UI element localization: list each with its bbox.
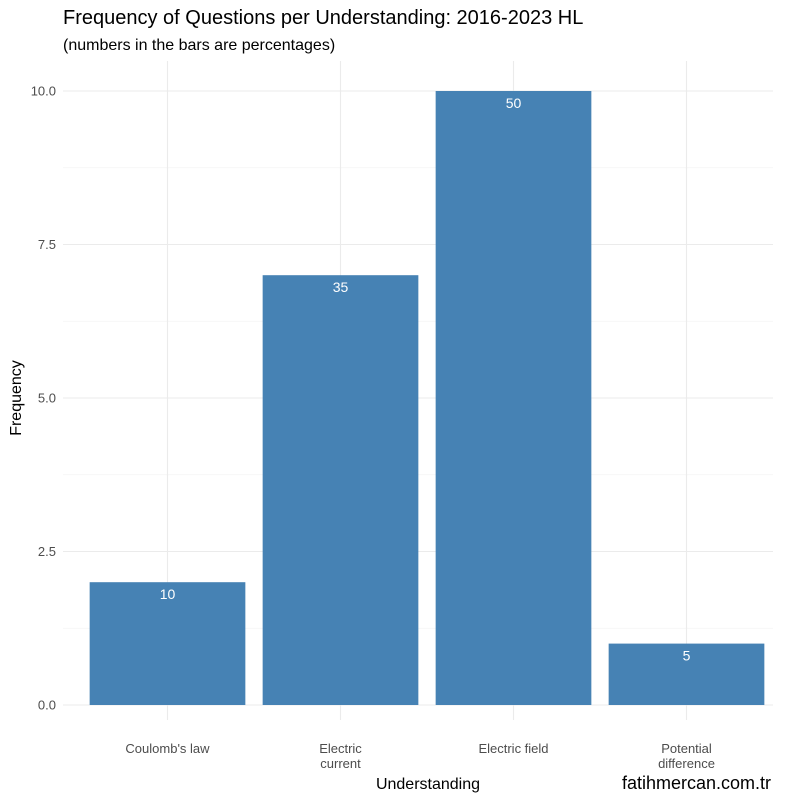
- bar-value-labels: 10 35 50 5: [160, 95, 691, 664]
- chart-subtitle: (numbers in the bars are percentages): [63, 37, 335, 54]
- bars: [89, 91, 765, 705]
- x-tick-label-line: difference: [658, 756, 715, 771]
- x-tick-label: Coulomb's law: [125, 741, 210, 756]
- chart-title: Frequency of Questions per Understanding…: [63, 7, 583, 29]
- x-tick-label-line: Electric: [319, 741, 362, 756]
- bar-value-label: 5: [683, 648, 691, 664]
- x-tick-label-line: Electric field: [478, 741, 548, 756]
- x-axis-title: Understanding: [376, 776, 480, 793]
- bar: [435, 91, 592, 705]
- y-tick-label: 0.0: [38, 698, 56, 713]
- x-tick-label-line: Coulomb's law: [125, 741, 210, 756]
- bar-value-label: 10: [160, 586, 176, 602]
- bar: [262, 275, 419, 705]
- y-axis-ticks: 0.0 2.5 5.0 7.5 10.0: [31, 84, 56, 713]
- x-axis-ticks: Coulomb's law Electric current Electric fie…: [125, 741, 715, 771]
- y-tick-label: 10.0: [31, 84, 56, 99]
- bar-value-label: 50: [506, 95, 522, 111]
- x-tick-label-line: current: [320, 756, 361, 771]
- y-tick-label: 7.5: [38, 237, 56, 252]
- bar-value-label: 35: [333, 279, 349, 295]
- bar: [89, 582, 246, 705]
- x-tick-label: Electric current: [319, 741, 362, 771]
- y-tick-label: 2.5: [38, 544, 56, 559]
- x-tick-label-line: Potential: [661, 741, 712, 756]
- y-tick-label: 5.0: [38, 391, 56, 406]
- caption-text: fatihmercan.com.tr: [622, 773, 771, 793]
- x-tick-label: Potential difference: [658, 741, 715, 771]
- x-tick-label: Electric field: [478, 741, 548, 756]
- bar: [608, 643, 765, 705]
- y-axis-title: Frequency: [8, 360, 25, 436]
